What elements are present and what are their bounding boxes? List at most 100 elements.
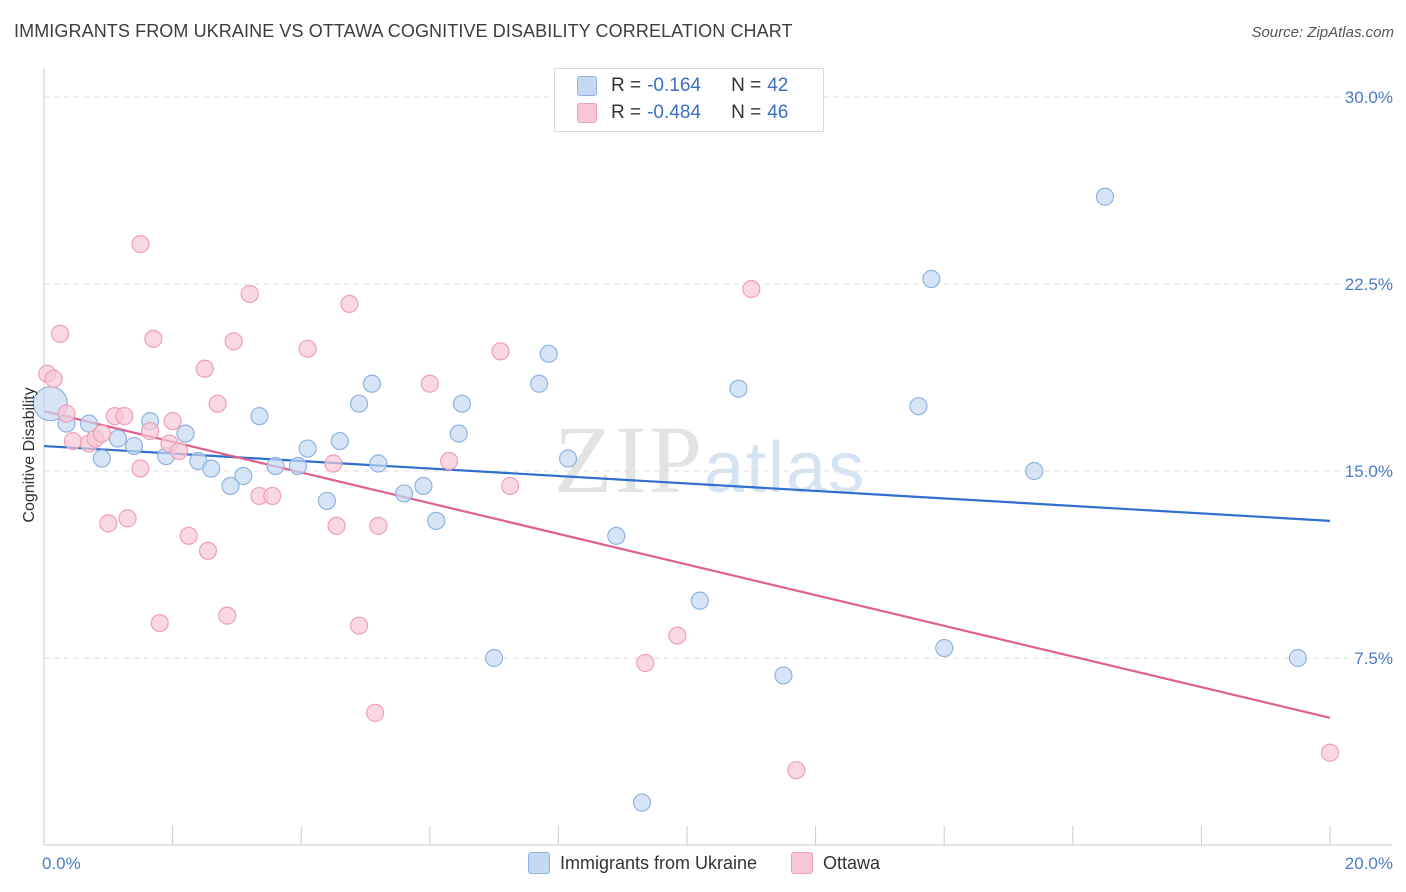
ottawa-point xyxy=(366,703,385,722)
ukraine-point xyxy=(124,436,144,456)
ottawa-point xyxy=(742,279,761,299)
y-tick-label: 30.0% xyxy=(1345,88,1393,107)
ukraine-point xyxy=(330,431,349,451)
ottawa-point xyxy=(150,613,169,633)
legend-r-label: R = xyxy=(611,102,642,123)
ukraine-point xyxy=(234,466,253,486)
ottawa-point xyxy=(224,332,243,351)
ukraine-point xyxy=(607,526,626,545)
ukraine-point xyxy=(485,648,504,668)
ottawa-point xyxy=(369,516,388,535)
ottawa-point xyxy=(131,459,150,478)
watermark-zip: ZIP xyxy=(554,406,704,513)
ukraine-point xyxy=(427,511,446,530)
series-swatch-blue xyxy=(528,852,550,874)
ukraine-point xyxy=(414,476,433,496)
ukraine-point xyxy=(1025,461,1044,481)
x-tick-label: 0.0% xyxy=(42,854,81,873)
y-axis-label: Cognitive Disability xyxy=(21,387,38,522)
ottawa-point xyxy=(179,526,198,545)
ottawa-point xyxy=(131,235,150,254)
ukraine-trend-line xyxy=(43,444,1331,522)
ottawa-point xyxy=(57,404,76,423)
axes xyxy=(43,68,1392,846)
series-legend: Immigrants from Ukraine Ottawa xyxy=(528,852,880,874)
x-tick-label: 20.0% xyxy=(1345,854,1393,873)
watermark: ZIPatlas xyxy=(554,404,866,515)
ottawa-point xyxy=(115,407,134,426)
trend-lines xyxy=(43,410,1331,719)
ottawa-point xyxy=(208,394,227,413)
legend-n-value: 46 xyxy=(767,102,789,123)
legend-n-value: 42 xyxy=(767,75,789,96)
ottawa-point xyxy=(263,486,282,506)
ukraine-point xyxy=(922,269,941,289)
ukraine-point xyxy=(221,476,240,496)
ukraine-point xyxy=(288,456,308,476)
legend-swatch-pink xyxy=(577,103,597,123)
chart-source: Source: ZipAtlas.com xyxy=(1251,24,1394,41)
ottawa-point xyxy=(420,374,439,393)
ukraine-point xyxy=(632,793,652,812)
ottawa-point xyxy=(439,451,459,471)
ukraine-point xyxy=(362,374,382,393)
ottawa-point xyxy=(195,359,214,378)
ottawa-point xyxy=(1320,743,1340,762)
ottawa-point xyxy=(324,454,343,473)
ottawa-point xyxy=(163,412,182,431)
ottawa-point xyxy=(169,441,189,461)
legend-swatch-blue xyxy=(577,76,597,96)
ukraine-point xyxy=(558,449,578,468)
ukraine-point xyxy=(774,666,793,685)
ottawa-point xyxy=(327,516,346,535)
legend-n-label: N = xyxy=(731,75,762,96)
ottawa-point xyxy=(99,514,118,533)
ukraine-point xyxy=(176,424,195,443)
ukraine-point xyxy=(394,484,414,503)
legend-r-value: -0.484 xyxy=(647,102,701,123)
ukraine-point xyxy=(539,344,558,363)
ottawa-point xyxy=(50,324,70,343)
ukraine-point xyxy=(935,638,954,658)
legend-r-value: -0.164 xyxy=(647,75,701,96)
ukraine-point xyxy=(452,394,472,413)
ottawa-point xyxy=(198,541,218,560)
ukraine-point xyxy=(266,456,285,476)
ottawa-point xyxy=(140,422,160,441)
ukraine-point xyxy=(79,414,99,433)
y-tick-label: 15.0% xyxy=(1345,462,1393,481)
ottawa-point xyxy=(636,653,655,673)
ukraine-point xyxy=(202,459,221,478)
ukraine-point xyxy=(317,491,337,511)
ottawa-point xyxy=(340,294,359,314)
series-label-ottawa: Ottawa xyxy=(823,852,881,873)
ottawa-point xyxy=(63,431,83,451)
ottawa-point xyxy=(144,329,163,348)
ottawa-point xyxy=(92,424,111,443)
data-points xyxy=(32,187,1340,812)
ukraine-point xyxy=(369,454,388,473)
ottawa-point xyxy=(118,509,137,528)
ottawa-trend-line xyxy=(43,410,1331,719)
ukraine-point xyxy=(690,591,709,610)
ottawa-point xyxy=(298,339,317,358)
ukraine-point xyxy=(530,374,549,393)
chart-title: IMMIGRANTS FROM UKRAINE VS OTTAWA COGNIT… xyxy=(14,21,793,41)
series-label-ukraine: Immigrants from Ukraine xyxy=(560,852,758,873)
ukraine-point xyxy=(108,429,128,448)
legend-row-ottawa: R = -0.484 N = 46 xyxy=(577,101,788,125)
ottawa-point xyxy=(349,616,369,635)
ukraine-point xyxy=(92,449,111,468)
ottawa-point xyxy=(218,606,237,625)
ottawa-point xyxy=(787,761,806,780)
watermark-atlas: atlas xyxy=(704,428,867,508)
ukraine-point xyxy=(449,424,468,443)
ottawa-point xyxy=(668,626,687,645)
correlation-legend: R = -0.164 N = 42 R = -0.484 N = 46 xyxy=(554,68,824,132)
y-tick-label: 22.5% xyxy=(1345,275,1393,294)
series-swatch-pink xyxy=(791,852,814,874)
legend-r-label: R = xyxy=(611,75,642,96)
gridlines xyxy=(44,96,1392,659)
ukraine-point xyxy=(909,397,928,416)
